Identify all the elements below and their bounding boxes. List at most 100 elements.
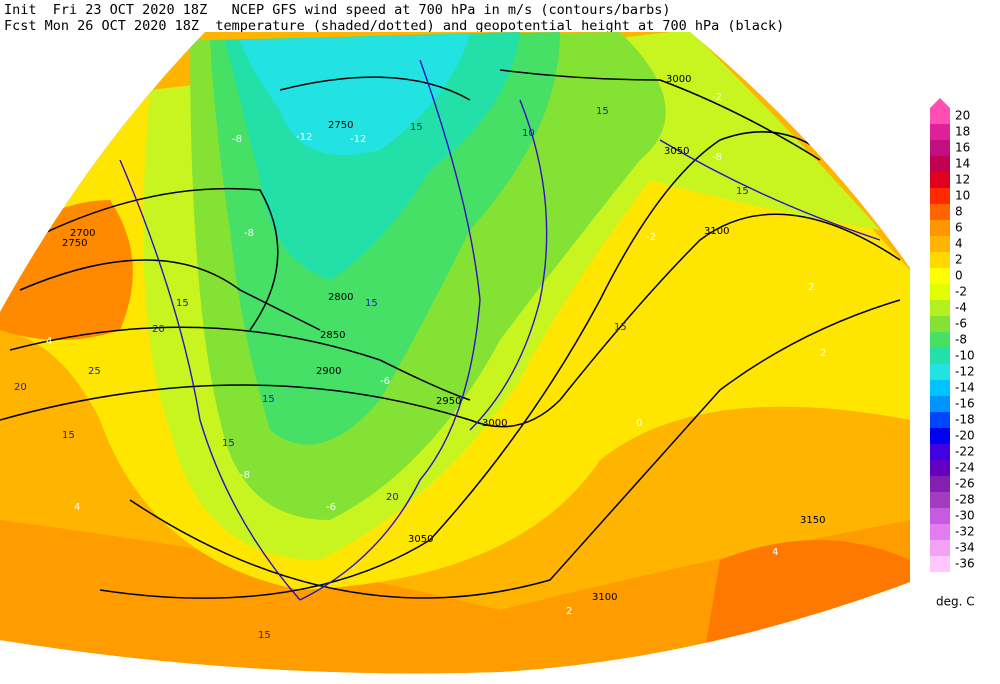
temp-label: -6 [326, 502, 336, 513]
colorbar-unit: deg. C [936, 595, 975, 609]
colorbar-swatch [930, 524, 950, 540]
colorbar-label: 4 [955, 237, 963, 251]
temp-label: -2 [646, 232, 656, 243]
colorbar-swatch [930, 284, 950, 300]
colorbar-swatch [930, 412, 950, 428]
temp-label: -12 [296, 132, 312, 143]
wind-label: 15 [365, 298, 378, 309]
wind-label: 15 [614, 322, 627, 333]
colorbar-label: -12 [955, 365, 975, 379]
colorbar-label: -10 [955, 349, 975, 363]
colorbar-swatch [930, 492, 950, 508]
temp-label: -8 [240, 470, 250, 481]
wind-label: 25 [88, 366, 101, 377]
temp-label: -6 [380, 376, 390, 387]
wind-label: 20 [152, 324, 165, 335]
temp-label: -2 [712, 92, 722, 103]
contour-label: 2900 [316, 366, 341, 377]
temp-label: 4 [46, 336, 52, 347]
colorbar-swatch [930, 156, 950, 172]
colorbar-swatch [930, 380, 950, 396]
colorbar-label: 18 [955, 125, 970, 139]
temp-label: 4 [74, 502, 80, 513]
temp-label: 0 [636, 418, 642, 429]
colorbar-swatch [930, 172, 950, 188]
colorbar-label: -20 [955, 429, 975, 443]
wind-label: 20 [386, 492, 399, 503]
temp-labels: -8 -12 -12 -8 -8 -6 2 4 4 2 -2 0 -2 4 2 … [46, 92, 826, 617]
colorbar-swatch [930, 364, 950, 380]
colorbar-arrow [930, 98, 950, 108]
temp-label: 2 [808, 282, 814, 293]
header-line: Init Fri 23 OCT 2020 18Z NCEP GFS wind s… [4, 2, 670, 18]
colorbar-swatch [930, 316, 950, 332]
wind-label: 15 [596, 106, 609, 117]
colorbar-swatch [930, 204, 950, 220]
colorbar-label: -6 [955, 317, 967, 331]
wind-label: 10 [522, 128, 535, 139]
colorbar-label: 0 [955, 269, 963, 283]
colorbar-swatch [930, 508, 950, 524]
contour-label: 3000 [482, 418, 507, 429]
colorbar-label: -24 [955, 461, 975, 475]
contour-label: 3000 [666, 74, 691, 85]
colorbar-label: 10 [955, 189, 970, 203]
colorbar-swatch [930, 540, 950, 556]
colorbar-label: -34 [955, 541, 975, 555]
wind-labels: 15 15 15 20 20 15 15 15 25 20 15 15 15 1… [14, 106, 749, 641]
colorbar-label: -14 [955, 381, 975, 395]
colorbar-label: 6 [955, 221, 963, 235]
temp-label: -12 [350, 134, 366, 145]
contour-label: 3100 [704, 226, 729, 237]
colorbar-label: 20 [955, 109, 970, 123]
colorbar-swatch [930, 268, 950, 284]
wind-label: 20 [14, 382, 27, 393]
colorbar-swatch [930, 220, 950, 236]
colorbar-swatch [930, 476, 950, 492]
contour-label: 3150 [800, 515, 825, 526]
colorbar-swatch [930, 140, 950, 156]
colorbar-swatch [930, 348, 950, 364]
colorbar-label: 14 [955, 157, 970, 171]
contour-label: 3100 [592, 592, 617, 603]
colorbar-swatch [930, 332, 950, 348]
temp-label: -8 [232, 134, 242, 145]
contour-label: 2850 [320, 330, 345, 341]
colorbar-label: -4 [955, 301, 967, 315]
colorbar-label: -2 [955, 285, 967, 299]
contour-label: 3050 [664, 146, 689, 157]
temp-label: 2 [820, 348, 826, 359]
colorbar-swatch [930, 188, 950, 204]
contour-label: 2950 [436, 396, 461, 407]
temp-label: 2 [566, 606, 572, 617]
contour-label: 2750 [328, 120, 353, 131]
wind-label: 15 [222, 438, 235, 449]
colorbar-label: -26 [955, 477, 975, 491]
wind-label: 15 [736, 186, 749, 197]
wind-label: 15 [262, 394, 275, 405]
colorbar-label: 2 [955, 253, 963, 267]
colorbar-swatch [930, 428, 950, 444]
colorbar-label: -8 [955, 333, 967, 347]
temp-label: -8 [712, 152, 722, 163]
colorbar-label: -18 [955, 413, 975, 427]
colorbar-swatch [930, 124, 950, 140]
colorbar-label: -22 [955, 445, 975, 459]
temp-label: 4 [772, 547, 778, 558]
colorbar-swatch [930, 236, 950, 252]
colorbar-label: -30 [955, 509, 975, 523]
contour-label: 2800 [328, 292, 353, 303]
colorbar-swatch [930, 300, 950, 316]
colorbar-label: -28 [955, 493, 975, 507]
colorbar-label: -32 [955, 525, 975, 539]
wind-label: 15 [258, 630, 271, 641]
colorbar-swatch [930, 556, 950, 572]
map [0, 32, 910, 674]
colorbar-swatch [930, 460, 950, 476]
colorbar-label: 8 [955, 205, 963, 219]
colorbar-label: 12 [955, 173, 970, 187]
colorbar-swatch [930, 252, 950, 268]
height-labels: 2700 2750 2750 2800 2850 2900 2950 3000 … [62, 74, 825, 603]
header-line: Fcst Mon 26 OCT 2020 18Z temperature (sh… [4, 18, 784, 34]
